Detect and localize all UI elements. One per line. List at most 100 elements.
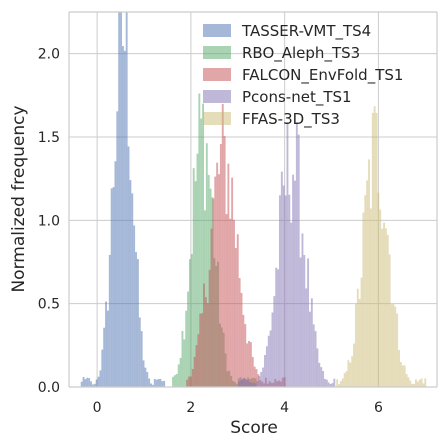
histogram-bar bbox=[339, 381, 342, 387]
histogram-bar bbox=[399, 362, 402, 387]
histogram-bar bbox=[325, 379, 328, 387]
legend-entry: TASSER-VMT_TS4 bbox=[203, 22, 371, 41]
histogram-bar bbox=[140, 331, 143, 387]
histogram-bar bbox=[294, 180, 296, 387]
legend-swatch bbox=[203, 46, 231, 59]
histogram-bar bbox=[375, 112, 378, 388]
histogram-bar bbox=[116, 111, 119, 387]
histogram-bar bbox=[307, 258, 310, 387]
histogram-bar bbox=[198, 93, 201, 387]
histogram-bar bbox=[249, 379, 251, 387]
histogram-bar bbox=[191, 368, 194, 387]
legend-label: RBO_Aleph_TS3 bbox=[242, 44, 360, 63]
histogram-bar bbox=[368, 159, 370, 387]
histogram-bar bbox=[275, 267, 278, 387]
histogram-bar bbox=[256, 381, 259, 387]
histogram-bar bbox=[295, 122, 298, 387]
histogram-bar bbox=[351, 356, 354, 387]
histogram-bar bbox=[196, 153, 199, 387]
histogram-bar bbox=[151, 384, 154, 387]
histogram-bar bbox=[135, 252, 137, 387]
histogram-bar bbox=[186, 379, 189, 387]
histogram-bar bbox=[424, 378, 427, 387]
histogram-bar bbox=[172, 376, 175, 387]
histogram-bar bbox=[194, 181, 197, 387]
histogram-bar bbox=[407, 377, 410, 387]
histogram-bar bbox=[206, 303, 209, 387]
histogram-bar bbox=[203, 283, 205, 387]
histogram-bar bbox=[420, 378, 423, 387]
legend-swatch bbox=[203, 90, 231, 103]
histogram-bar bbox=[392, 304, 395, 387]
histogram-bar bbox=[199, 313, 202, 387]
histogram-bar bbox=[99, 370, 102, 387]
histogram-bar bbox=[144, 367, 147, 387]
histogram-bar bbox=[341, 378, 344, 387]
histogram-bar bbox=[242, 314, 245, 387]
histogram-bar bbox=[193, 356, 196, 387]
histogram-bar bbox=[286, 121, 289, 387]
histogram-bar bbox=[219, 144, 222, 387]
histogram-bar bbox=[249, 342, 252, 387]
histogram-bar bbox=[250, 382, 253, 387]
histogram-bar bbox=[411, 383, 414, 387]
histogram-bar bbox=[241, 378, 244, 387]
y-tick-label: 1.5 bbox=[38, 130, 60, 146]
histogram-bar bbox=[131, 193, 134, 387]
histogram-bar bbox=[174, 375, 176, 387]
histogram-bar bbox=[358, 298, 361, 387]
histogram-bar bbox=[210, 228, 213, 387]
histogram-bar bbox=[82, 377, 85, 387]
histogram-bar bbox=[84, 379, 87, 387]
histogram-bar bbox=[262, 367, 265, 387]
histogram-bar bbox=[202, 103, 205, 388]
histogram-bar bbox=[80, 381, 83, 387]
histogram-bar bbox=[257, 374, 260, 387]
histogram-bar bbox=[254, 383, 257, 387]
histogram-bar bbox=[86, 377, 89, 387]
histogram-bar bbox=[297, 134, 300, 387]
histogram-bar bbox=[284, 195, 287, 387]
y-tick-label: 0.0 bbox=[38, 380, 60, 396]
histogram-bar bbox=[422, 383, 425, 387]
legend-entry: FALCON_EnvFold_TS1 bbox=[203, 66, 403, 85]
axes: 0 2 4 6 0.0 0.5 1.0 1.5 2.0 bbox=[38, 11, 438, 416]
histogram-bar bbox=[236, 234, 239, 387]
histogram-bar bbox=[229, 218, 232, 387]
histogram-bar bbox=[320, 367, 323, 387]
histogram-bar bbox=[125, 12, 128, 387]
histogram-bar bbox=[195, 345, 198, 387]
histogram-bar bbox=[260, 372, 263, 387]
histogram-bar bbox=[142, 360, 145, 387]
histogram-bar bbox=[349, 362, 352, 387]
histogram-bar bbox=[240, 292, 243, 387]
histogram-bar bbox=[381, 228, 384, 387]
histogram-bar bbox=[95, 379, 98, 387]
histogram-bar bbox=[183, 339, 186, 387]
histogram-bar bbox=[101, 349, 104, 387]
histogram-bar bbox=[239, 377, 242, 387]
histogram-bar bbox=[383, 222, 385, 387]
histogram-bar bbox=[248, 340, 250, 387]
histogram-bar bbox=[163, 380, 166, 387]
x-axis-label: Score bbox=[230, 418, 278, 434]
histogram-bar bbox=[233, 219, 235, 387]
histogram-bar bbox=[129, 180, 132, 387]
y-tick-label: 2.0 bbox=[38, 47, 60, 63]
legend: TASSER-VMT_TS4 RBO_Aleph_TS3 FALCON_EnvFol… bbox=[203, 22, 403, 129]
histogram-bar bbox=[153, 378, 156, 387]
histogram-bar bbox=[379, 209, 382, 387]
histogram-bar bbox=[133, 225, 136, 387]
histogram-bar bbox=[280, 171, 283, 387]
histogram-bar bbox=[218, 174, 220, 387]
legend-swatch bbox=[203, 68, 231, 81]
histogram-bar bbox=[121, 46, 124, 388]
histogram-bar bbox=[192, 168, 195, 387]
histogram-bar bbox=[93, 383, 96, 387]
histogram-bar bbox=[347, 360, 350, 387]
histogram-bar bbox=[371, 112, 374, 387]
histogram-bar bbox=[324, 378, 326, 387]
histogram-bar bbox=[253, 366, 256, 387]
histogram-bar bbox=[267, 335, 270, 387]
